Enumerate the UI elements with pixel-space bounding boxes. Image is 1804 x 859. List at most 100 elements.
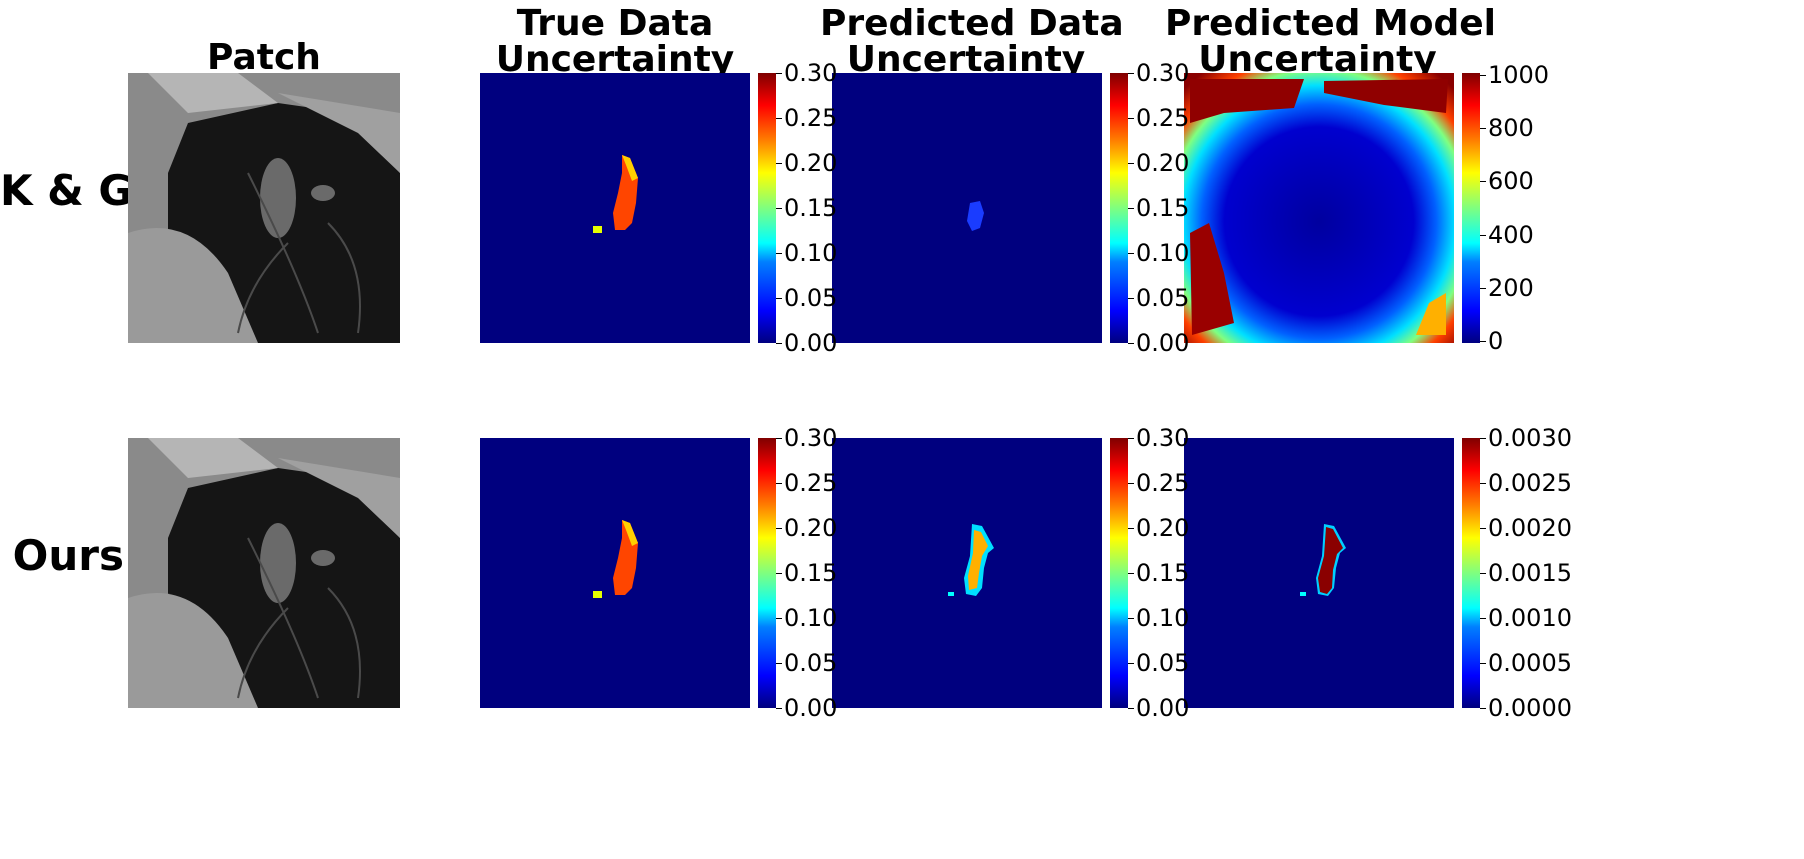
colorbar-tick bbox=[1480, 438, 1486, 439]
colorbar-tick-label: 0.00 bbox=[1136, 694, 1190, 722]
colorbar-tick bbox=[1128, 708, 1134, 709]
heatmap-ours-true-data bbox=[480, 438, 750, 708]
heatmap-kg-predicted-model bbox=[1184, 73, 1454, 343]
colorbar-tick bbox=[776, 163, 782, 164]
colorbar-tick-label: 0.10 bbox=[784, 239, 838, 267]
colorbar-tick-label: 0.30 bbox=[784, 424, 838, 452]
colorbar-tick-label: 0.05 bbox=[1136, 649, 1190, 677]
colorbar-tick bbox=[1480, 128, 1486, 129]
colorbar-tick-label: 0.10 bbox=[1136, 239, 1190, 267]
colorbar-tick bbox=[1128, 118, 1134, 119]
heatmap-ours-predicted-model bbox=[1184, 438, 1454, 708]
colorbar-tick-label: 0.0020 bbox=[1488, 514, 1572, 542]
colorbar-tick-label: 0.00 bbox=[784, 694, 838, 722]
colorbar-tick bbox=[1128, 618, 1134, 619]
col-title-patch: Patch bbox=[207, 37, 321, 78]
colorbar-tick bbox=[776, 73, 782, 74]
colorbar-tick bbox=[776, 118, 782, 119]
colorbar-tick-label: 1000 bbox=[1488, 61, 1550, 89]
colorbar-tick bbox=[1480, 528, 1486, 529]
colorbar-tick-label: 0.20 bbox=[784, 149, 838, 177]
colorbar-tick bbox=[1128, 208, 1134, 209]
colorbar-tick bbox=[1128, 438, 1134, 439]
row-label-kg: K & G bbox=[0, 166, 133, 215]
colorbar-tick-label: 0.20 bbox=[1136, 514, 1190, 542]
colorbar-kg-predicted-data bbox=[1110, 73, 1128, 343]
colorbar-tick-label: 0.05 bbox=[784, 284, 838, 312]
colorbar-tick-label: 0.10 bbox=[1136, 604, 1190, 632]
colorbar-tick-label: 0.25 bbox=[784, 104, 838, 132]
colorbar-tick bbox=[1480, 618, 1486, 619]
colorbar-tick-label: 600 bbox=[1488, 167, 1534, 195]
colorbar-tick-label: 0.20 bbox=[1136, 149, 1190, 177]
colorbar-tick-label: 0.0000 bbox=[1488, 694, 1572, 722]
colorbar-tick bbox=[776, 298, 782, 299]
colorbar-tick bbox=[1128, 73, 1134, 74]
colorbar-tick bbox=[1480, 341, 1486, 342]
colorbar-tick-label: 0 bbox=[1488, 327, 1504, 355]
colorbar-tick bbox=[1480, 573, 1486, 574]
colorbar-tick-label: 0.30 bbox=[1136, 59, 1190, 87]
colorbar-tick-label: 0.0030 bbox=[1488, 424, 1572, 452]
row-label-ours: Ours bbox=[12, 531, 124, 580]
colorbar-tick-label: 0.20 bbox=[784, 514, 838, 542]
colorbar-tick bbox=[1128, 253, 1134, 254]
colorbar-tick-label: 0.15 bbox=[784, 559, 838, 587]
colorbar-tick bbox=[1480, 181, 1486, 182]
colorbar-tick-label: 0.30 bbox=[1136, 424, 1190, 452]
colorbar-tick bbox=[1480, 288, 1486, 289]
colorbar-tick bbox=[1480, 708, 1486, 709]
colorbar-tick-label: 0.25 bbox=[1136, 104, 1190, 132]
colorbar-tick-label: 0.05 bbox=[1136, 284, 1190, 312]
colorbar-tick-label: 0.05 bbox=[784, 649, 838, 677]
colorbar-tick-label: 0.0010 bbox=[1488, 604, 1572, 632]
colorbar-tick bbox=[1480, 483, 1486, 484]
colorbar-ours-predicted-model bbox=[1462, 438, 1480, 708]
colorbar-tick bbox=[1128, 298, 1134, 299]
colorbar-tick bbox=[1128, 483, 1134, 484]
colorbar-tick bbox=[776, 708, 782, 709]
colorbar-tick-label: 0.00 bbox=[784, 329, 838, 357]
colorbar-tick-label: 0.25 bbox=[1136, 469, 1190, 497]
colorbar-tick-label: 200 bbox=[1488, 274, 1534, 302]
colorbar-tick bbox=[776, 343, 782, 344]
colorbar-tick bbox=[1128, 528, 1134, 529]
colorbar-tick-label: 800 bbox=[1488, 114, 1534, 142]
colorbar-ours-predicted-data bbox=[1110, 438, 1128, 708]
patch-image-kg bbox=[128, 73, 400, 343]
colorbar-tick bbox=[776, 573, 782, 574]
colorbar-tick bbox=[1480, 663, 1486, 664]
col-title-predicted-data: Predicted Data Uncertainty bbox=[820, 3, 1124, 80]
colorbar-tick bbox=[1128, 343, 1134, 344]
colorbar-tick bbox=[1128, 573, 1134, 574]
colorbar-tick-label: 0.0015 bbox=[1488, 559, 1572, 587]
colorbar-tick-label: 0.0005 bbox=[1488, 649, 1572, 677]
col-title-true-data: True Data Uncertainty bbox=[495, 3, 735, 80]
colorbar-tick bbox=[1480, 235, 1486, 236]
colorbar-tick bbox=[1480, 75, 1486, 76]
colorbar-tick bbox=[776, 483, 782, 484]
colorbar-tick bbox=[776, 663, 782, 664]
colorbar-kg-predicted-model bbox=[1462, 73, 1480, 343]
heatmap-kg-true-data bbox=[480, 73, 750, 343]
colorbar-tick-label: 400 bbox=[1488, 221, 1534, 249]
colorbar-tick-label: 0.25 bbox=[784, 469, 838, 497]
colorbar-tick bbox=[1128, 163, 1134, 164]
colorbar-tick-label: 0.15 bbox=[1136, 559, 1190, 587]
colorbar-tick-label: 0.30 bbox=[784, 59, 838, 87]
colorbar-ours-true-data bbox=[758, 438, 776, 708]
colorbar-tick bbox=[776, 438, 782, 439]
heatmap-kg-predicted-data bbox=[832, 73, 1102, 343]
colorbar-tick-label: 0.00 bbox=[1136, 329, 1190, 357]
col-title-predicted-model: Predicted Model Uncertainty bbox=[1165, 3, 1497, 80]
colorbar-tick bbox=[776, 528, 782, 529]
colorbar-kg-true-data bbox=[758, 73, 776, 343]
colorbar-tick-label: 0.10 bbox=[784, 604, 838, 632]
colorbar-tick-label: 0.15 bbox=[784, 194, 838, 222]
colorbar-tick-label: 0.15 bbox=[1136, 194, 1190, 222]
colorbar-tick bbox=[1128, 663, 1134, 664]
colorbar-tick bbox=[776, 618, 782, 619]
colorbar-tick-label: 0.0025 bbox=[1488, 469, 1572, 497]
heatmap-ours-predicted-data bbox=[832, 438, 1102, 708]
colorbar-tick bbox=[776, 253, 782, 254]
